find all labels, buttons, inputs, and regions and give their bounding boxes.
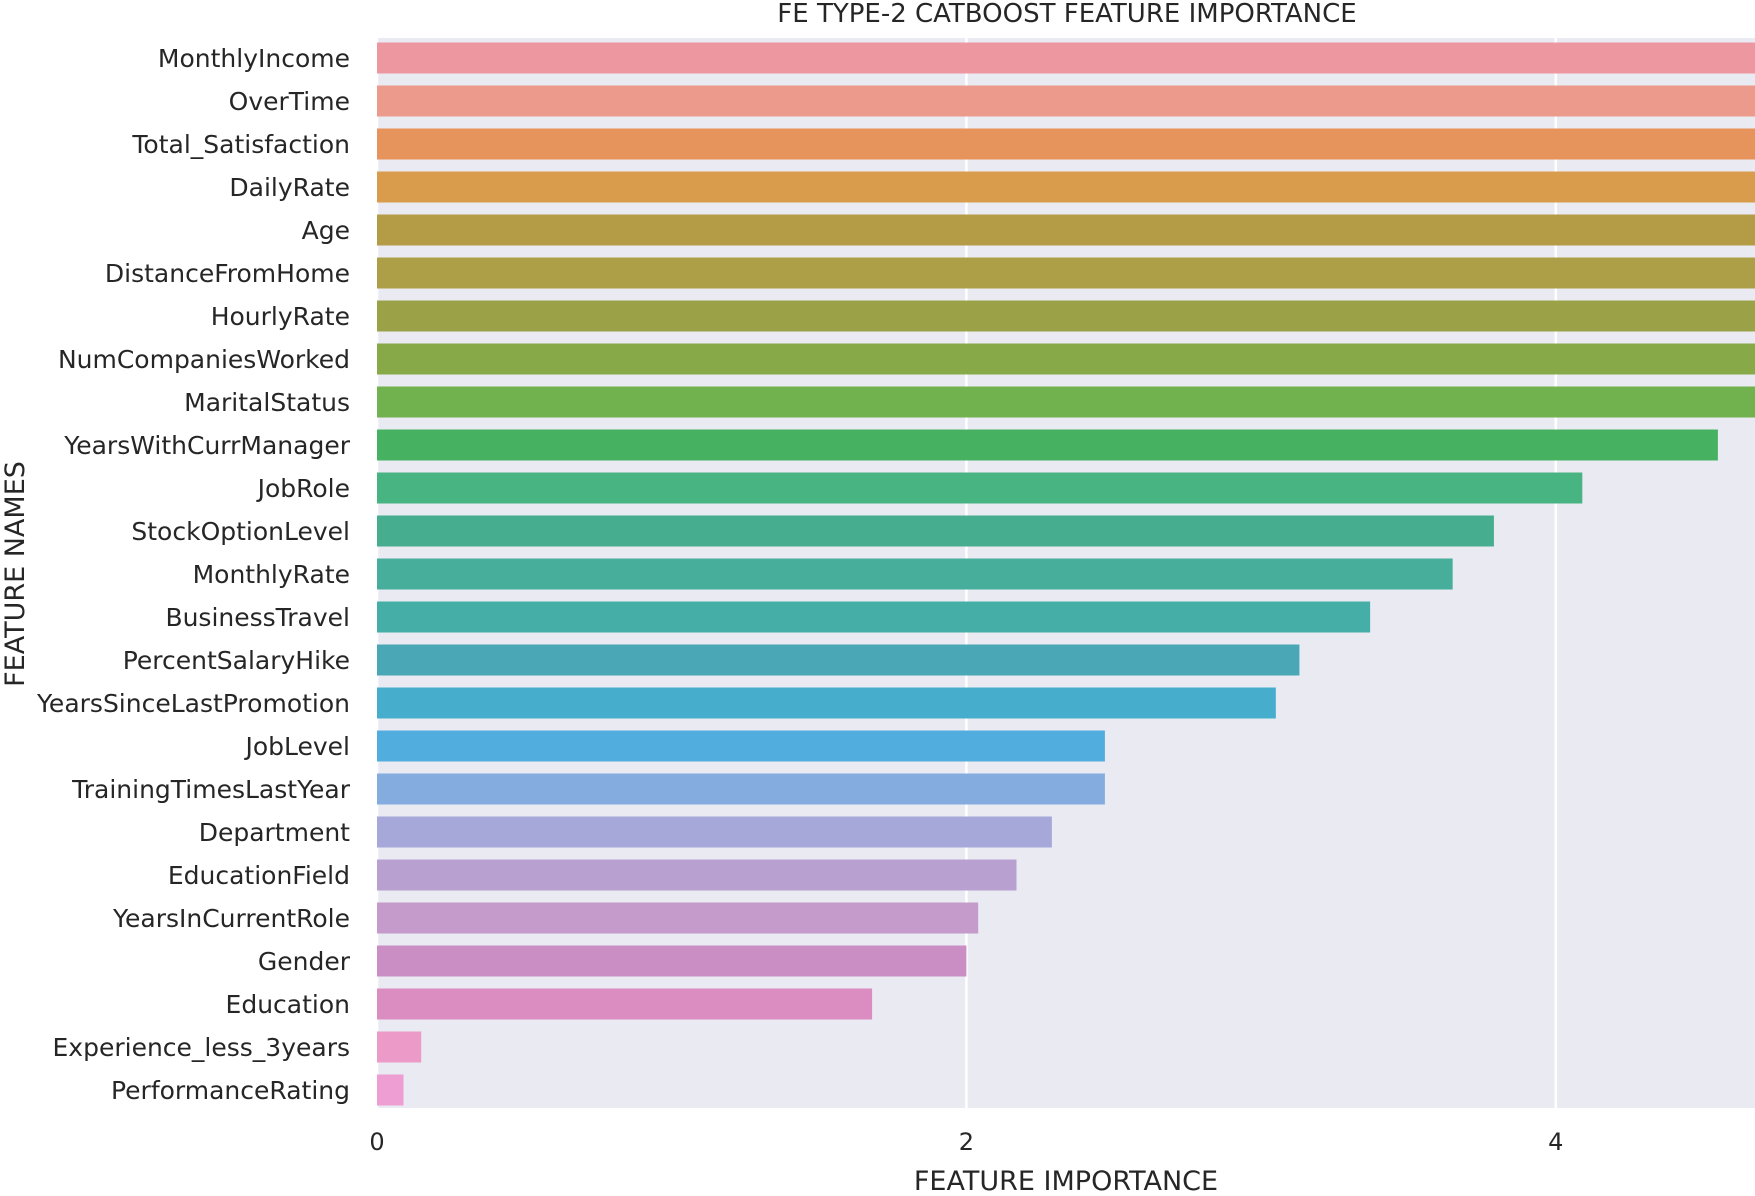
bar-Education [377, 988, 873, 1020]
bar-Total_Satisfaction [377, 128, 1755, 160]
bar-OverTime [377, 85, 1755, 117]
category-label-YearsSinceLastPromotion: YearsSinceLastPromotion [36, 689, 350, 718]
bar-BusinessTravel [377, 601, 1371, 633]
bar-StockOptionLevel [377, 515, 1494, 547]
bar-Age [377, 214, 1755, 246]
x-tick-label-4: 4 [1548, 1128, 1563, 1156]
bar-PerformanceRating [377, 1074, 404, 1106]
category-label-Department: Department [199, 818, 350, 847]
bar-YearsWithCurrManager [377, 429, 1718, 461]
bars-group [377, 42, 1755, 1106]
category-label-BusinessTravel: BusinessTravel [165, 603, 350, 632]
bar-YearsInCurrentRole [377, 902, 979, 934]
category-label-Gender: Gender [258, 947, 351, 976]
bar-TrainingTimesLastYear [377, 773, 1105, 805]
category-label-MonthlyRate: MonthlyRate [193, 560, 350, 589]
category-label-EducationField: EducationField [168, 861, 350, 890]
category-label-Age: Age [302, 216, 350, 245]
category-label-MaritalStatus: MaritalStatus [184, 388, 350, 417]
x-tick-label-2: 2 [959, 1128, 974, 1156]
category-label-YearsInCurrentRole: YearsInCurrentRole [112, 904, 350, 933]
category-label-JobRole: JobRole [256, 474, 350, 503]
category-label-JobLevel: JobLevel [243, 732, 350, 761]
y-axis-title: FEATURE NAMES [0, 461, 31, 687]
category-label-DailyRate: DailyRate [229, 173, 350, 202]
category-label-MonthlyIncome: MonthlyIncome [158, 44, 350, 73]
category-label-PerformanceRating: PerformanceRating [111, 1076, 350, 1105]
category-label-DistanceFromHome: DistanceFromHome [105, 259, 350, 288]
bar-PercentSalaryHike [377, 644, 1300, 676]
bar-EducationField [377, 859, 1017, 891]
category-label-PercentSalaryHike: PercentSalaryHike [123, 646, 350, 675]
bar-DistanceFromHome [377, 257, 1755, 289]
bar-NumCompaniesWorked [377, 343, 1755, 375]
category-label-OverTime: OverTime [229, 87, 350, 116]
bar-YearsSinceLastPromotion [377, 687, 1276, 719]
category-label-Experience_less_3years: Experience_less_3years [53, 1033, 351, 1062]
bar-Experience_less_3years [377, 1031, 422, 1063]
bar-MaritalStatus [377, 386, 1755, 418]
chart-title: FE TYPE-2 CATBOOST FEATURE IMPORTANCE [777, 0, 1356, 29]
category-label-Total_Satisfaction: Total_Satisfaction [131, 130, 350, 159]
bar-MonthlyRate [377, 558, 1453, 590]
category-label-NumCompaniesWorked: NumCompaniesWorked [58, 345, 350, 374]
bar-MonthlyIncome [377, 42, 1755, 74]
bar-JobRole [377, 472, 1583, 504]
x-axis-title: FEATURE IMPORTANCE [914, 1166, 1218, 1192]
x-tick-label-0: 0 [369, 1128, 384, 1156]
category-label-TrainingTimesLastYear: TrainingTimesLastYear [71, 775, 351, 804]
category-label-Education: Education [226, 990, 350, 1019]
bar-JobLevel [377, 730, 1105, 762]
x-tick-labels: 02468 [369, 1128, 1563, 1156]
bar-DailyRate [377, 171, 1755, 203]
category-label-YearsWithCurrManager: YearsWithCurrManager [63, 431, 350, 460]
category-labels: MonthlyIncome OverTime Total_Satisfaction D… [36, 44, 351, 1105]
bar-Department [377, 816, 1052, 848]
category-label-HourlyRate: HourlyRate [211, 302, 350, 331]
bar-HourlyRate [377, 300, 1755, 332]
bar-Gender [377, 945, 967, 977]
category-label-StockOptionLevel: StockOptionLevel [131, 517, 350, 546]
